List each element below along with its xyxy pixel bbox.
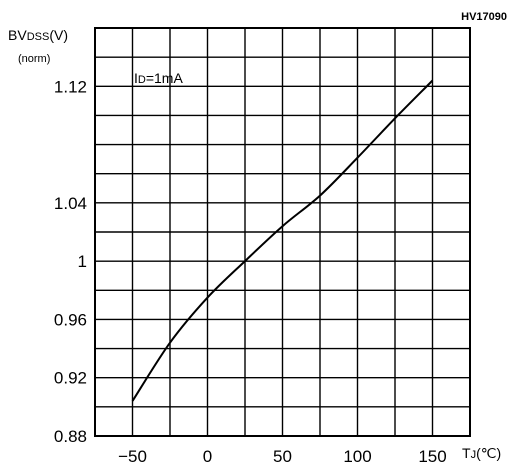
y-tick-labels: 0.88 0.92 0.96 1 1.04 1.12 xyxy=(54,77,87,446)
y-tick-label: 0.88 xyxy=(54,427,87,446)
annotation-subscript: D xyxy=(138,74,146,86)
y-tick-label: 1.12 xyxy=(54,77,87,96)
y-axis-title-subscript: DSS xyxy=(27,31,50,43)
x-axis-title-subscript: J xyxy=(471,449,477,461)
grid xyxy=(95,28,470,436)
y-tick-label: 0.92 xyxy=(54,369,87,388)
x-axis-title-unit: (℃) xyxy=(476,445,501,461)
x-tick-labels: −50 0 50 100 150 xyxy=(118,447,447,466)
x-axis-title-main: T xyxy=(462,445,471,461)
y-axis-title: BVDSS(V) xyxy=(8,27,68,43)
y-tick-label: 1 xyxy=(78,252,87,271)
y-axis-norm: (norm) xyxy=(18,53,50,65)
y-axis-title-unit: (V) xyxy=(49,27,68,43)
y-tick-label: 0.96 xyxy=(54,310,87,329)
x-tick-label: 0 xyxy=(203,447,212,466)
plot-frame xyxy=(94,27,471,437)
x-axis-title: TJ(℃) xyxy=(462,445,501,461)
x-tick-label: 100 xyxy=(343,447,371,466)
y-axis-title-main: BV xyxy=(8,27,27,43)
y-tick-label: 1.04 xyxy=(54,194,87,213)
x-tick-label: 50 xyxy=(273,447,292,466)
x-tick-label: 150 xyxy=(418,447,446,466)
condition-annotation: ID=1mA xyxy=(134,70,183,86)
annotation-main: I xyxy=(134,70,138,86)
chart-code: HV17090 xyxy=(461,11,507,23)
series-line xyxy=(131,79,434,402)
x-tick-label: −50 xyxy=(118,447,147,466)
annotation-rest: =1mA xyxy=(146,70,184,86)
